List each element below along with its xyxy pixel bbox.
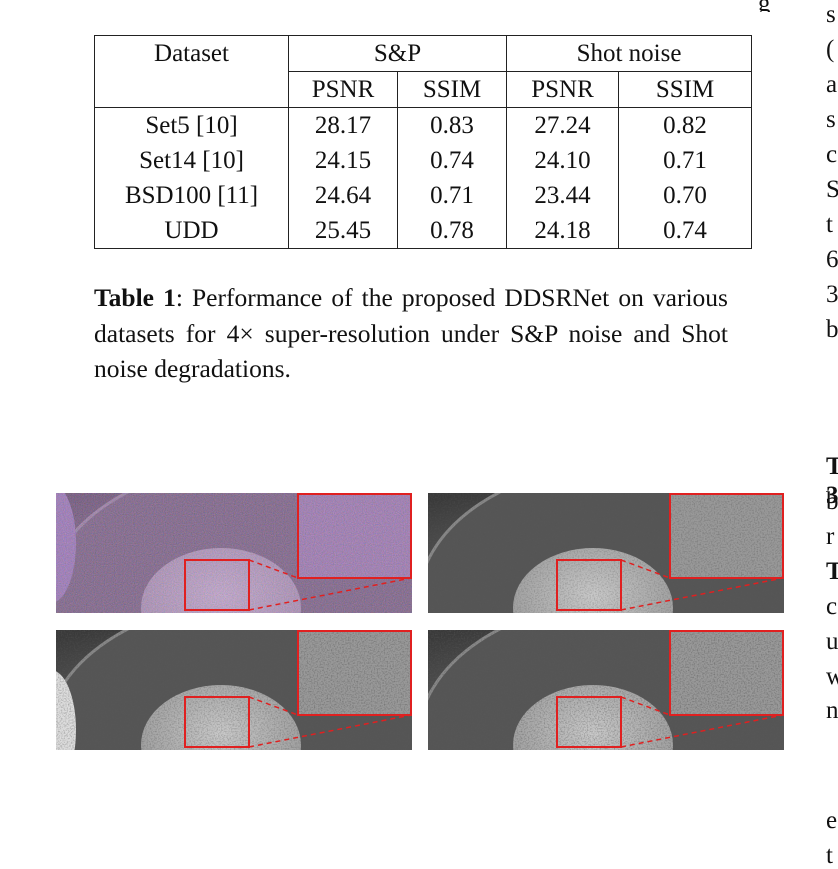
zoom-box (184, 559, 250, 611)
text-fragment: t (826, 211, 833, 238)
text-fragment: b (826, 316, 838, 343)
table-cell: 0.70 (618, 178, 752, 213)
result-image (56, 493, 412, 613)
table-cell: 0.83 (397, 107, 507, 143)
header-cell: Dataset (94, 35, 289, 108)
table-cell: 28.17 (288, 107, 398, 143)
caption-text: : Performance of the proposed DDSRNet on… (94, 283, 728, 383)
table-cell: 0.78 (397, 213, 507, 249)
zoom-box (184, 696, 250, 748)
text-fragment: c (826, 141, 838, 168)
text-fragment: T (826, 453, 838, 480)
results-table: Dataset S&P Shot noise PSNR SSIM PSNR SSIM … (94, 35, 752, 249)
table-cell: 24.64 (288, 178, 398, 213)
table-row: Set14 [10] 24.15 0.74 24.10 0.71 (94, 143, 752, 178)
text-fragment: 3 (826, 482, 838, 509)
text-fragment: c (826, 593, 838, 620)
result-image (428, 630, 784, 750)
inset-texture (671, 495, 782, 577)
table-cell: 24.18 (506, 213, 619, 249)
text-fragment: a (826, 71, 838, 98)
table-cell: 0.71 (397, 178, 507, 213)
text-fragment: t (826, 842, 833, 869)
inset-texture (671, 632, 782, 714)
zoom-line (248, 577, 412, 611)
table-cell: 23.44 (506, 178, 619, 213)
text-fragment: ( (826, 36, 835, 63)
text-fragment: T (826, 558, 838, 585)
text-fragment: n (826, 697, 838, 724)
table-row: UDD 25.45 0.78 24.18 0.74 (94, 213, 752, 249)
table-cell: 0.82 (618, 107, 752, 143)
table-cell: 24.10 (506, 143, 619, 178)
table-cell: 0.74 (397, 143, 507, 178)
result-image (428, 493, 784, 613)
result-image (56, 630, 412, 750)
table-row: BSD100 [11] 24.64 0.71 23.44 0.70 (94, 178, 752, 213)
zoom-box (556, 696, 622, 748)
table-cell: 25.45 (288, 213, 398, 249)
zoom-box (556, 559, 622, 611)
table-cell: 24.15 (288, 143, 398, 178)
table-cell: 0.71 (618, 143, 752, 178)
header-cell: S&P (288, 35, 507, 72)
table-cell: Set14 [10] (94, 143, 289, 178)
text-fragment: e (826, 807, 838, 834)
subheader-cell: SSIM (397, 71, 507, 108)
text-fragment: w (826, 663, 838, 690)
text-fragment: b (826, 488, 838, 515)
table-caption: Table 1: Performance of the proposed DDS… (94, 280, 728, 387)
text-fragment: g (758, 0, 771, 12)
text-fragment: u (826, 628, 838, 655)
zoom-line (248, 714, 412, 748)
text-fragment: 6 (826, 246, 838, 273)
header-cell: Shot noise (506, 35, 752, 72)
text-fragment: s (826, 1, 836, 28)
text-fragment: 3 (826, 281, 838, 308)
inset-texture (299, 632, 410, 714)
zoom-line (620, 714, 784, 748)
table-cell: UDD (94, 213, 289, 249)
subheader-cell: PSNR (288, 71, 398, 108)
table-cell: 27.24 (506, 107, 619, 143)
text-fragment: r (826, 523, 835, 550)
inset-texture (299, 495, 410, 577)
text-fragment: S (826, 176, 838, 203)
subheader-cell: SSIM (618, 71, 752, 108)
caption-label: Table 1 (94, 283, 176, 312)
text-fragment: s (826, 106, 836, 133)
zoom-line (620, 577, 784, 611)
subheader-cell: PSNR (506, 71, 619, 108)
table-cell: 0.74 (618, 213, 752, 249)
table-cell: Set5 [10] (94, 107, 289, 143)
table-row: Set5 [10] 28.17 0.83 27.24 0.82 (94, 107, 752, 143)
